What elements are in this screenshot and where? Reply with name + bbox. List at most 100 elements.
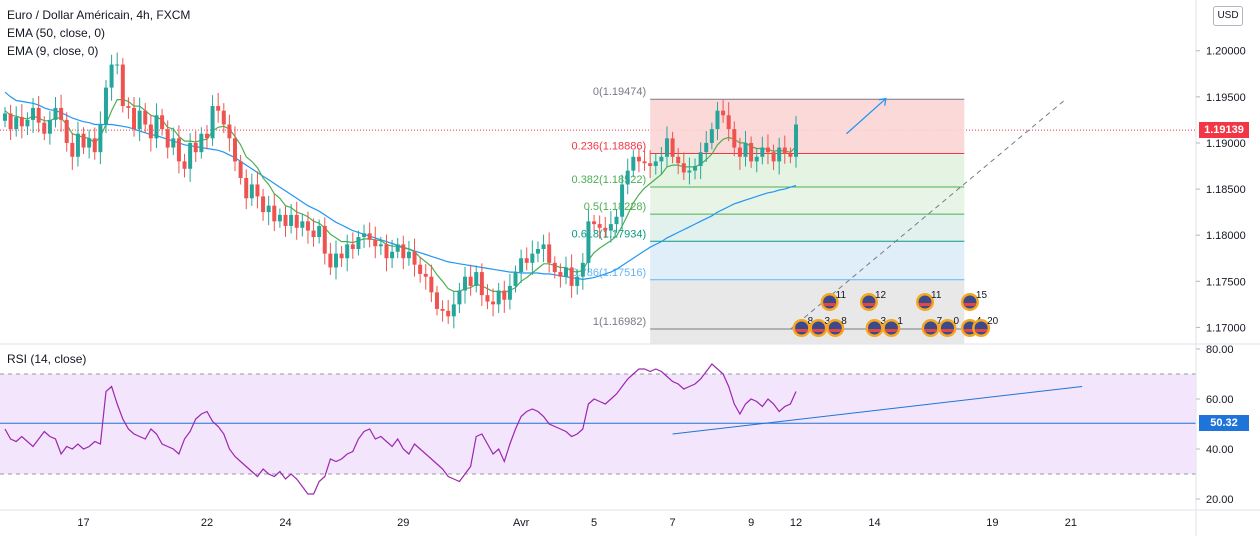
bear-candle [726,102,731,142]
bull-candle [507,273,512,310]
candle-body [70,142,75,157]
time-tick-label: 21 [1065,517,1077,529]
bull-candle [171,127,176,156]
bear-candle [737,137,742,170]
bear-candle [468,264,473,296]
time-tick-label: 5 [591,517,597,529]
bull-candle [743,130,748,167]
candle-body [603,227,608,231]
bear-candle [148,114,153,152]
drawings[interactable] [672,97,1083,435]
candle-body [732,129,737,148]
candle-body [233,138,238,162]
candle-body [339,253,344,259]
bear-candle [182,153,187,178]
bear-candle [642,150,647,171]
event-count: 7 [937,316,943,327]
bear-candle [165,120,170,159]
candle-body [378,244,383,247]
bear-candle [64,112,69,152]
chart-title[interactable]: Euro / Dollar Américain, 4h, FXCM [7,8,191,22]
flag-stripe [963,329,976,332]
candle-body [765,147,770,153]
candle-body [277,214,282,222]
rsi-tick-label: 40.00 [1206,444,1234,456]
event-count: 8 [841,316,847,327]
bear-candle [193,130,198,162]
flag-icon [924,321,938,335]
bull-candle [519,249,524,283]
candle-body [406,251,411,259]
flag-icon [828,321,842,335]
candle-body [642,161,647,164]
candle-body [771,152,776,162]
bull-candle [451,291,456,329]
price-tick-label: 1.19500 [1206,92,1246,104]
bull-candle [704,130,709,162]
event-count: 11 [931,290,942,301]
bull-candle [300,213,305,237]
candle-body [620,184,625,217]
candle-body [390,251,395,259]
bear-candle [143,103,148,134]
bear-candle [603,216,608,239]
bear-candle [676,148,681,175]
bull-candle [625,158,630,195]
candlesticks[interactable] [3,52,799,329]
bull-candle [75,121,80,167]
bull-candle [530,240,535,275]
candle-body [491,301,496,305]
candle-body [608,224,613,231]
candle-body [670,138,675,157]
bull-candle [25,112,30,136]
bear-candle [771,144,776,171]
event-count: 3 [881,316,887,327]
bull-candle [154,103,159,149]
bull-candle [406,240,411,266]
bull-candle [586,209,591,273]
bull-candle [333,240,338,280]
flag-stripe [829,329,842,332]
event-marker: 15 [960,290,987,311]
flag-icon [884,321,898,335]
fib-zone [650,214,965,242]
event-marker: 11 [916,290,942,311]
bear-candle [42,116,47,141]
bull-candle [47,111,52,145]
bull-candle [564,256,568,285]
candle-body [92,138,97,153]
bear-candle [233,126,238,172]
bull-candle [210,95,215,146]
economic-events[interactable]: 111211158383170420 [792,290,999,337]
event-count: 20 [987,316,999,327]
candle-body [362,233,367,238]
candle-body [687,170,692,173]
fib-level-label: 1(1.16982) [593,316,646,328]
candle-body [36,107,41,123]
ema9-legend[interactable]: EMA (9, close, 0) [7,44,99,58]
candle-body [726,115,731,130]
time-tick-label: 7 [670,517,676,529]
event-marker: 8 [792,316,814,337]
candle-body [704,142,709,153]
bull-candle [317,219,322,244]
candle-body [289,214,294,226]
flag-icon [940,321,954,335]
flag-stripe [975,329,988,332]
flag-stripe [795,329,808,332]
candle-body [592,221,597,225]
event-marker: 0 [938,316,959,337]
rsi-legend[interactable]: RSI (14, close) [7,352,87,366]
flag-stripe [963,303,976,306]
rsi-trendline [672,386,1083,435]
fibonacci-retracement[interactable]: 0(1.19474) 0.236(1.18886) 0.382(1.18522) 0.… [572,86,965,344]
event-count: 12 [875,290,887,301]
bear-candle [491,288,496,317]
bear-candle [238,154,243,185]
bull-candle [698,142,703,180]
ema50-legend[interactable]: EMA (50, close, 0) [7,26,106,40]
currency-button[interactable]: USD [1213,6,1243,26]
candle-body [294,214,299,228]
candle-body [148,124,153,139]
